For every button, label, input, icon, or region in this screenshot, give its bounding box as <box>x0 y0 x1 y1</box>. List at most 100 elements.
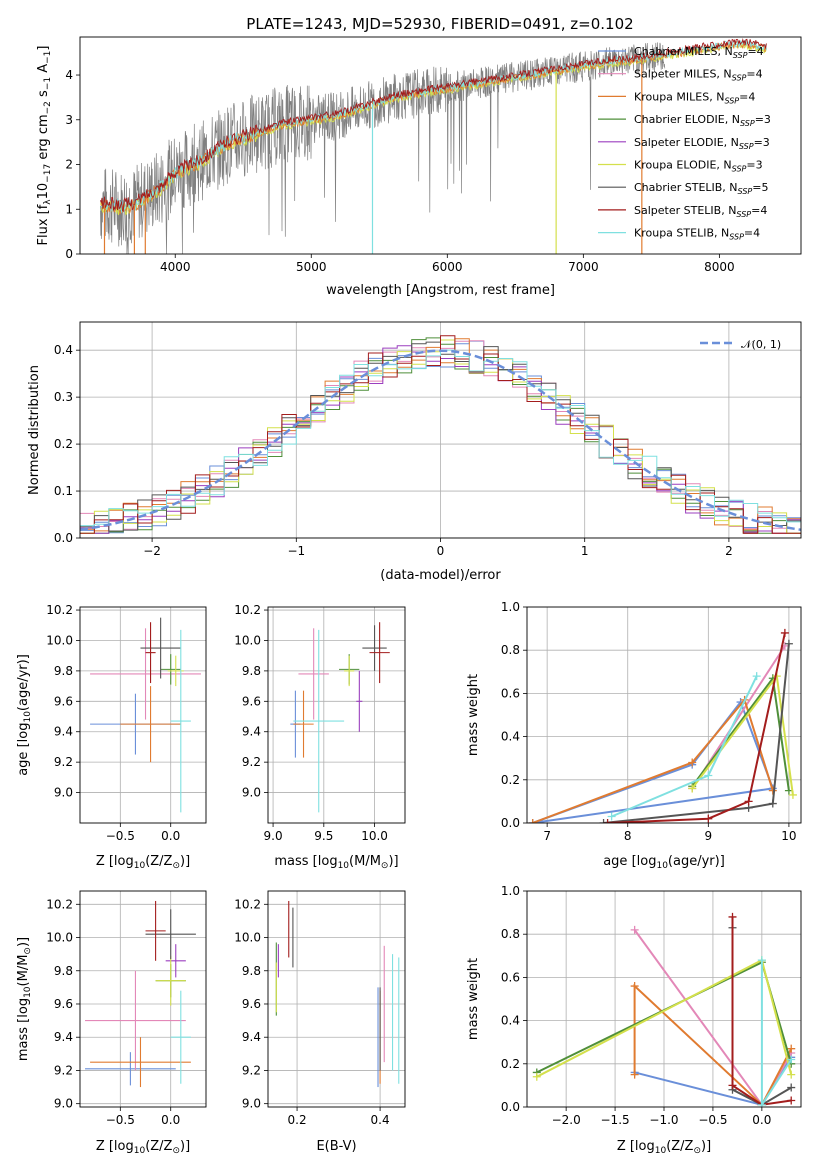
y-tick-label: 0.8 <box>501 927 520 941</box>
x-axis-label-part: )] <box>388 854 398 869</box>
y-axis-label: mass weight <box>466 958 481 1040</box>
y-tick-label: 9.8 <box>54 964 73 978</box>
x-tick-label: 9 <box>705 829 713 843</box>
x-tick-label: 8 <box>624 829 632 843</box>
x-axis-label-part: mass [log <box>274 854 337 869</box>
x-tick-label: −0.5 <box>698 1113 727 1127</box>
axes-frame <box>79 606 207 824</box>
panel-spectrum: 4000 5000 6000 7000 8000 0 1 2 3 4 wavelength [Ang… <box>36 36 802 298</box>
y-tick-label: 9.4 <box>54 1030 73 1044</box>
legend-entry-text: Chabrier ELODIE, NSSP=3 <box>634 113 771 128</box>
weight-marker <box>787 1044 796 1053</box>
y-tick-label: 4 <box>65 68 73 82</box>
legend-entry-text: Chabrier STELIB, NSSP=5 <box>634 181 768 196</box>
y-axis-label: age [log10(age/yr)] <box>16 654 33 776</box>
weight-marker <box>787 1083 796 1092</box>
y-axis-label-part: ] <box>36 46 51 51</box>
weight-line-kroupa-stelib <box>611 675 758 818</box>
x-tick-label: −2 <box>143 544 161 558</box>
data-spectrum-line <box>100 42 666 254</box>
legend-label: Salpeter ELODIE, N <box>634 136 739 149</box>
y-tick-label: 10.2 <box>46 897 73 911</box>
y-axis-label: mass [log10(M/M⊙)] <box>16 937 33 1061</box>
legend-tail: =4 <box>744 227 760 240</box>
plot-area <box>80 322 801 538</box>
legend-gauss-label: 𝒩(0, 1) <box>741 338 781 351</box>
y-tick-label: 9.0 <box>242 1097 261 1111</box>
y-tick-label: 2 <box>65 158 73 172</box>
panel-age-vs-mass: 9.0 9.5 10.0 9.0 9.2 9.4 9.6 9.8 10.0 10.2 mass [l… <box>234 603 406 871</box>
model-spectrum-salpeter-stelib <box>99 37 767 213</box>
y-tick-label: 9.2 <box>54 755 73 769</box>
y-tick-label: 9.6 <box>54 694 73 708</box>
y-tick-label: 0.2 <box>54 437 73 451</box>
plot-area <box>80 607 206 823</box>
x-axis-label-part: ⊙ <box>381 861 389 871</box>
y-tick-label: 9.2 <box>54 1063 73 1077</box>
y-tick-label: 9.0 <box>54 786 73 800</box>
y-tick-label: 9.0 <box>54 1097 73 1111</box>
y-tick-label: 9.6 <box>54 997 73 1011</box>
y-axis-label-part: s <box>36 90 51 101</box>
x-axis-label-part: (Z/Z <box>145 854 172 869</box>
weight-marker <box>787 1070 796 1079</box>
x-axis-label-part: Z [log <box>617 1139 655 1154</box>
panel-age-vs-z: −0.5 0.09.09.29.49.69.810.010.2Z [log10(Z… <box>16 603 207 871</box>
x-axis-label: (data-model)/error <box>380 568 501 583</box>
x-tick-label: 4000 <box>160 260 191 274</box>
weight-line-chabrier-elodie <box>691 675 790 791</box>
weight-marker <box>528 819 537 823</box>
weight-line-salpeter-stelib <box>607 632 786 823</box>
x-tick-label: 8000 <box>704 260 735 274</box>
weight-marker <box>630 1070 639 1079</box>
x-tick-label: 5000 <box>296 260 327 274</box>
axes-frame <box>79 321 802 539</box>
weight-marker <box>744 797 753 806</box>
gaussian-curve <box>80 349 801 532</box>
legend-sub: SSP <box>736 210 751 219</box>
legend-tail: =5 <box>752 181 768 194</box>
weight-line-kroupa-miles <box>532 697 774 823</box>
x-tick-label: 0.0 <box>161 829 180 843</box>
legend-entry-text: Kroupa ELODIE, NSSP=3 <box>634 159 763 174</box>
axes-frame <box>79 36 802 255</box>
legend-sub: SSP <box>724 96 739 105</box>
y-axis-label: Normed distribution <box>27 365 42 495</box>
y-tick-label: 0.0 <box>54 531 73 545</box>
weight-marker <box>704 814 713 823</box>
y-tick-label: 1.0 <box>501 600 520 614</box>
x-tick-label: −0.5 <box>106 1113 135 1127</box>
y-tick-label: 10.0 <box>234 931 261 945</box>
x-tick-label: 0.0 <box>161 1113 180 1127</box>
legend-label: Kroupa MILES, N <box>634 90 724 103</box>
x-tick-label: 9.0 <box>264 829 283 843</box>
y-axis-label-part: λ <box>43 199 53 205</box>
panel-weight-vs-z: −2.0 −1.5 −1.0 −0.5 0.0 0.0 0.2 0.4 0.6 0.8 1.0 Z [… <box>466 884 802 1156</box>
y-tick-label: 10.0 <box>46 931 73 945</box>
x-axis-label: wavelength [Angstrom, rest frame] <box>326 283 555 298</box>
weight-line-kroupa-elodie <box>691 673 794 796</box>
weight-marker <box>757 956 766 965</box>
x-tick-label: −0.5 <box>106 829 135 843</box>
y-axis-label-part: 10 <box>23 986 33 998</box>
weight-marker <box>704 771 713 780</box>
y-tick-label: 0.4 <box>501 1014 520 1028</box>
histogram-chabrier-miles <box>80 340 801 534</box>
weight-line-salpeter-stelib <box>731 916 792 1106</box>
x-axis-label-part: ⊙ <box>172 861 180 871</box>
y-tick-label: 0.6 <box>501 686 520 700</box>
y-axis-label-part: ⊙ <box>23 947 33 955</box>
y-axis-label-part: −2 <box>43 101 53 114</box>
weight-marker <box>630 982 639 991</box>
x-tick-label: 10 <box>781 829 796 843</box>
plot-area <box>268 607 405 823</box>
weight-marker <box>768 799 777 808</box>
x-tick-label: −1.0 <box>649 1113 678 1127</box>
y-axis-label-part: −17 <box>43 164 53 183</box>
legend-entry-text: Salpeter STELIB, NSSP=4 <box>634 204 767 219</box>
x-axis-label: Z [log10(Z/Z⊙)] <box>96 854 190 871</box>
x-axis-label: E(B-V) <box>316 1139 356 1154</box>
weight-line-chabrier-stelib <box>603 643 790 823</box>
weight-marker <box>688 758 697 767</box>
